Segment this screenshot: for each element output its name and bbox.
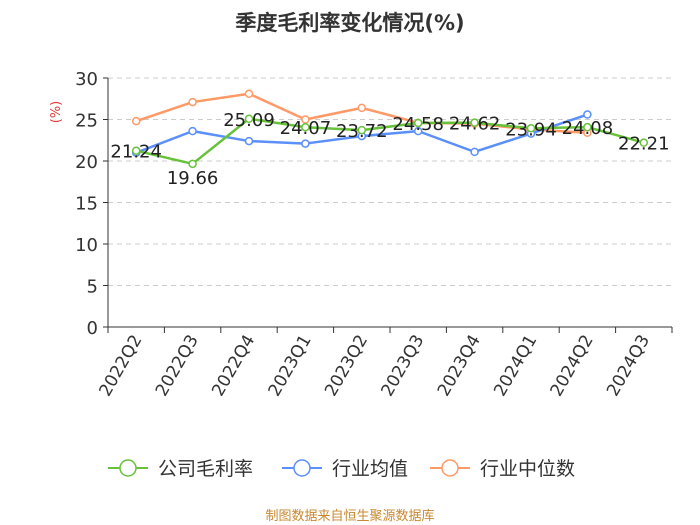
data-point <box>244 89 254 99</box>
source-footnote: 制图数据来自恒生聚源数据库 <box>265 509 435 524</box>
data-point <box>188 159 197 169</box>
data-label: 24.58 <box>392 114 444 135</box>
data-label: 22.21 <box>618 134 670 155</box>
data-point <box>131 116 141 126</box>
data-point <box>413 126 423 136</box>
legend-marker <box>293 459 311 477</box>
data-point <box>583 122 592 132</box>
data-label: 23.72 <box>336 121 388 142</box>
data-label: 25.09 <box>223 110 275 131</box>
x-tick-label: 2023Q1 <box>265 332 316 400</box>
legend-label: 行业均值 <box>332 458 408 480</box>
data-label: 24.08 <box>562 118 614 139</box>
x-tick-label: 2022Q2 <box>95 332 146 400</box>
grid-lines <box>108 77 672 286</box>
data-point <box>131 146 141 155</box>
data-label: 19.66 <box>167 168 219 189</box>
y-tick-label: 30 <box>75 69 98 90</box>
x-tick-label: 2022Q4 <box>208 332 259 400</box>
y-axis-unit-label: (%) <box>49 101 64 124</box>
x-tick-label: 2024Q2 <box>547 332 598 400</box>
data-point <box>357 125 367 135</box>
x-tick-label: 2022Q3 <box>152 332 203 400</box>
data-point <box>244 136 254 146</box>
data-point <box>470 147 479 157</box>
data-point <box>244 114 254 124</box>
data-point <box>413 118 423 128</box>
data-point <box>526 124 536 133</box>
data-label: 21.24 <box>110 142 162 163</box>
data-point <box>188 97 197 107</box>
data-point <box>583 110 592 119</box>
data-label: 24.07 <box>280 118 332 139</box>
y-tick-label: 25 <box>75 111 98 132</box>
series-line <box>135 117 645 166</box>
data-point <box>470 118 479 127</box>
data-point <box>357 103 367 113</box>
legend-marker <box>441 459 459 477</box>
data-point <box>188 126 197 136</box>
data-label: 24.62 <box>449 114 501 135</box>
y-tick-label: 10 <box>75 235 98 256</box>
legend-label: 行业中位数 <box>480 458 575 480</box>
legend-label: 公司毛利率 <box>158 458 253 480</box>
x-tick-label: 2023Q2 <box>321 332 372 400</box>
data-point <box>639 138 649 147</box>
y-tick-label: 0 <box>87 318 98 339</box>
data-label: 23.94 <box>505 119 557 140</box>
y-tick-label: 5 <box>87 277 98 298</box>
x-tick-label: 2024Q3 <box>603 332 654 400</box>
chart-title: 季度毛利率变化情况(%) <box>235 11 464 35</box>
y-tick-label: 15 <box>75 194 98 215</box>
x-tick-label: 2024Q1 <box>490 332 541 400</box>
y-tick-label: 20 <box>75 152 98 173</box>
x-tick-label: 2023Q3 <box>377 332 428 400</box>
x-tick-label: 2023Q4 <box>434 331 485 399</box>
data-point <box>301 122 310 132</box>
legend-marker <box>119 459 137 477</box>
series-lines <box>131 89 649 169</box>
legend: 公司毛利率 行业均值 行业中位数 <box>108 458 575 480</box>
data-point <box>301 139 310 148</box>
